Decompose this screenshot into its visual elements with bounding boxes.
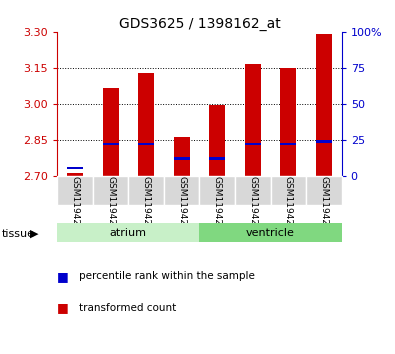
Text: ■: ■ xyxy=(57,302,69,314)
Bar xyxy=(67,173,83,176)
Text: GSM119426: GSM119426 xyxy=(213,176,222,231)
Bar xyxy=(280,68,296,176)
Bar xyxy=(103,143,118,145)
Bar xyxy=(271,176,306,205)
Bar xyxy=(245,64,261,176)
Title: GDS3625 / 1398162_at: GDS3625 / 1398162_at xyxy=(118,17,280,31)
Bar xyxy=(103,88,118,176)
Text: GSM119422: GSM119422 xyxy=(71,176,79,231)
Bar xyxy=(174,157,190,160)
Bar xyxy=(199,176,235,205)
Text: GSM119428: GSM119428 xyxy=(284,176,293,231)
Text: ■: ■ xyxy=(57,270,69,282)
Bar xyxy=(245,143,261,145)
Bar xyxy=(174,137,190,176)
Text: GSM119427: GSM119427 xyxy=(248,176,257,231)
Text: transformed count: transformed count xyxy=(79,303,176,313)
Bar xyxy=(138,73,154,176)
Bar xyxy=(280,143,296,145)
Text: ventricle: ventricle xyxy=(246,228,295,238)
Bar xyxy=(235,176,271,205)
Bar xyxy=(128,176,164,205)
Bar xyxy=(316,34,332,176)
Bar xyxy=(57,176,93,205)
Bar xyxy=(67,167,83,169)
Bar xyxy=(209,105,225,176)
Bar xyxy=(138,143,154,145)
Text: atrium: atrium xyxy=(110,228,147,238)
Bar xyxy=(316,140,332,143)
Bar xyxy=(306,176,342,205)
Text: GSM119423: GSM119423 xyxy=(106,176,115,231)
Bar xyxy=(164,176,199,205)
Bar xyxy=(57,223,199,242)
Text: GSM119424: GSM119424 xyxy=(142,176,150,231)
Bar xyxy=(199,223,342,242)
Text: GSM119429: GSM119429 xyxy=(320,176,328,231)
Text: percentile rank within the sample: percentile rank within the sample xyxy=(79,271,255,281)
Bar xyxy=(209,157,225,160)
Bar xyxy=(93,176,128,205)
Text: ▶: ▶ xyxy=(30,229,38,239)
Text: GSM119425: GSM119425 xyxy=(177,176,186,231)
Text: tissue: tissue xyxy=(2,229,35,239)
